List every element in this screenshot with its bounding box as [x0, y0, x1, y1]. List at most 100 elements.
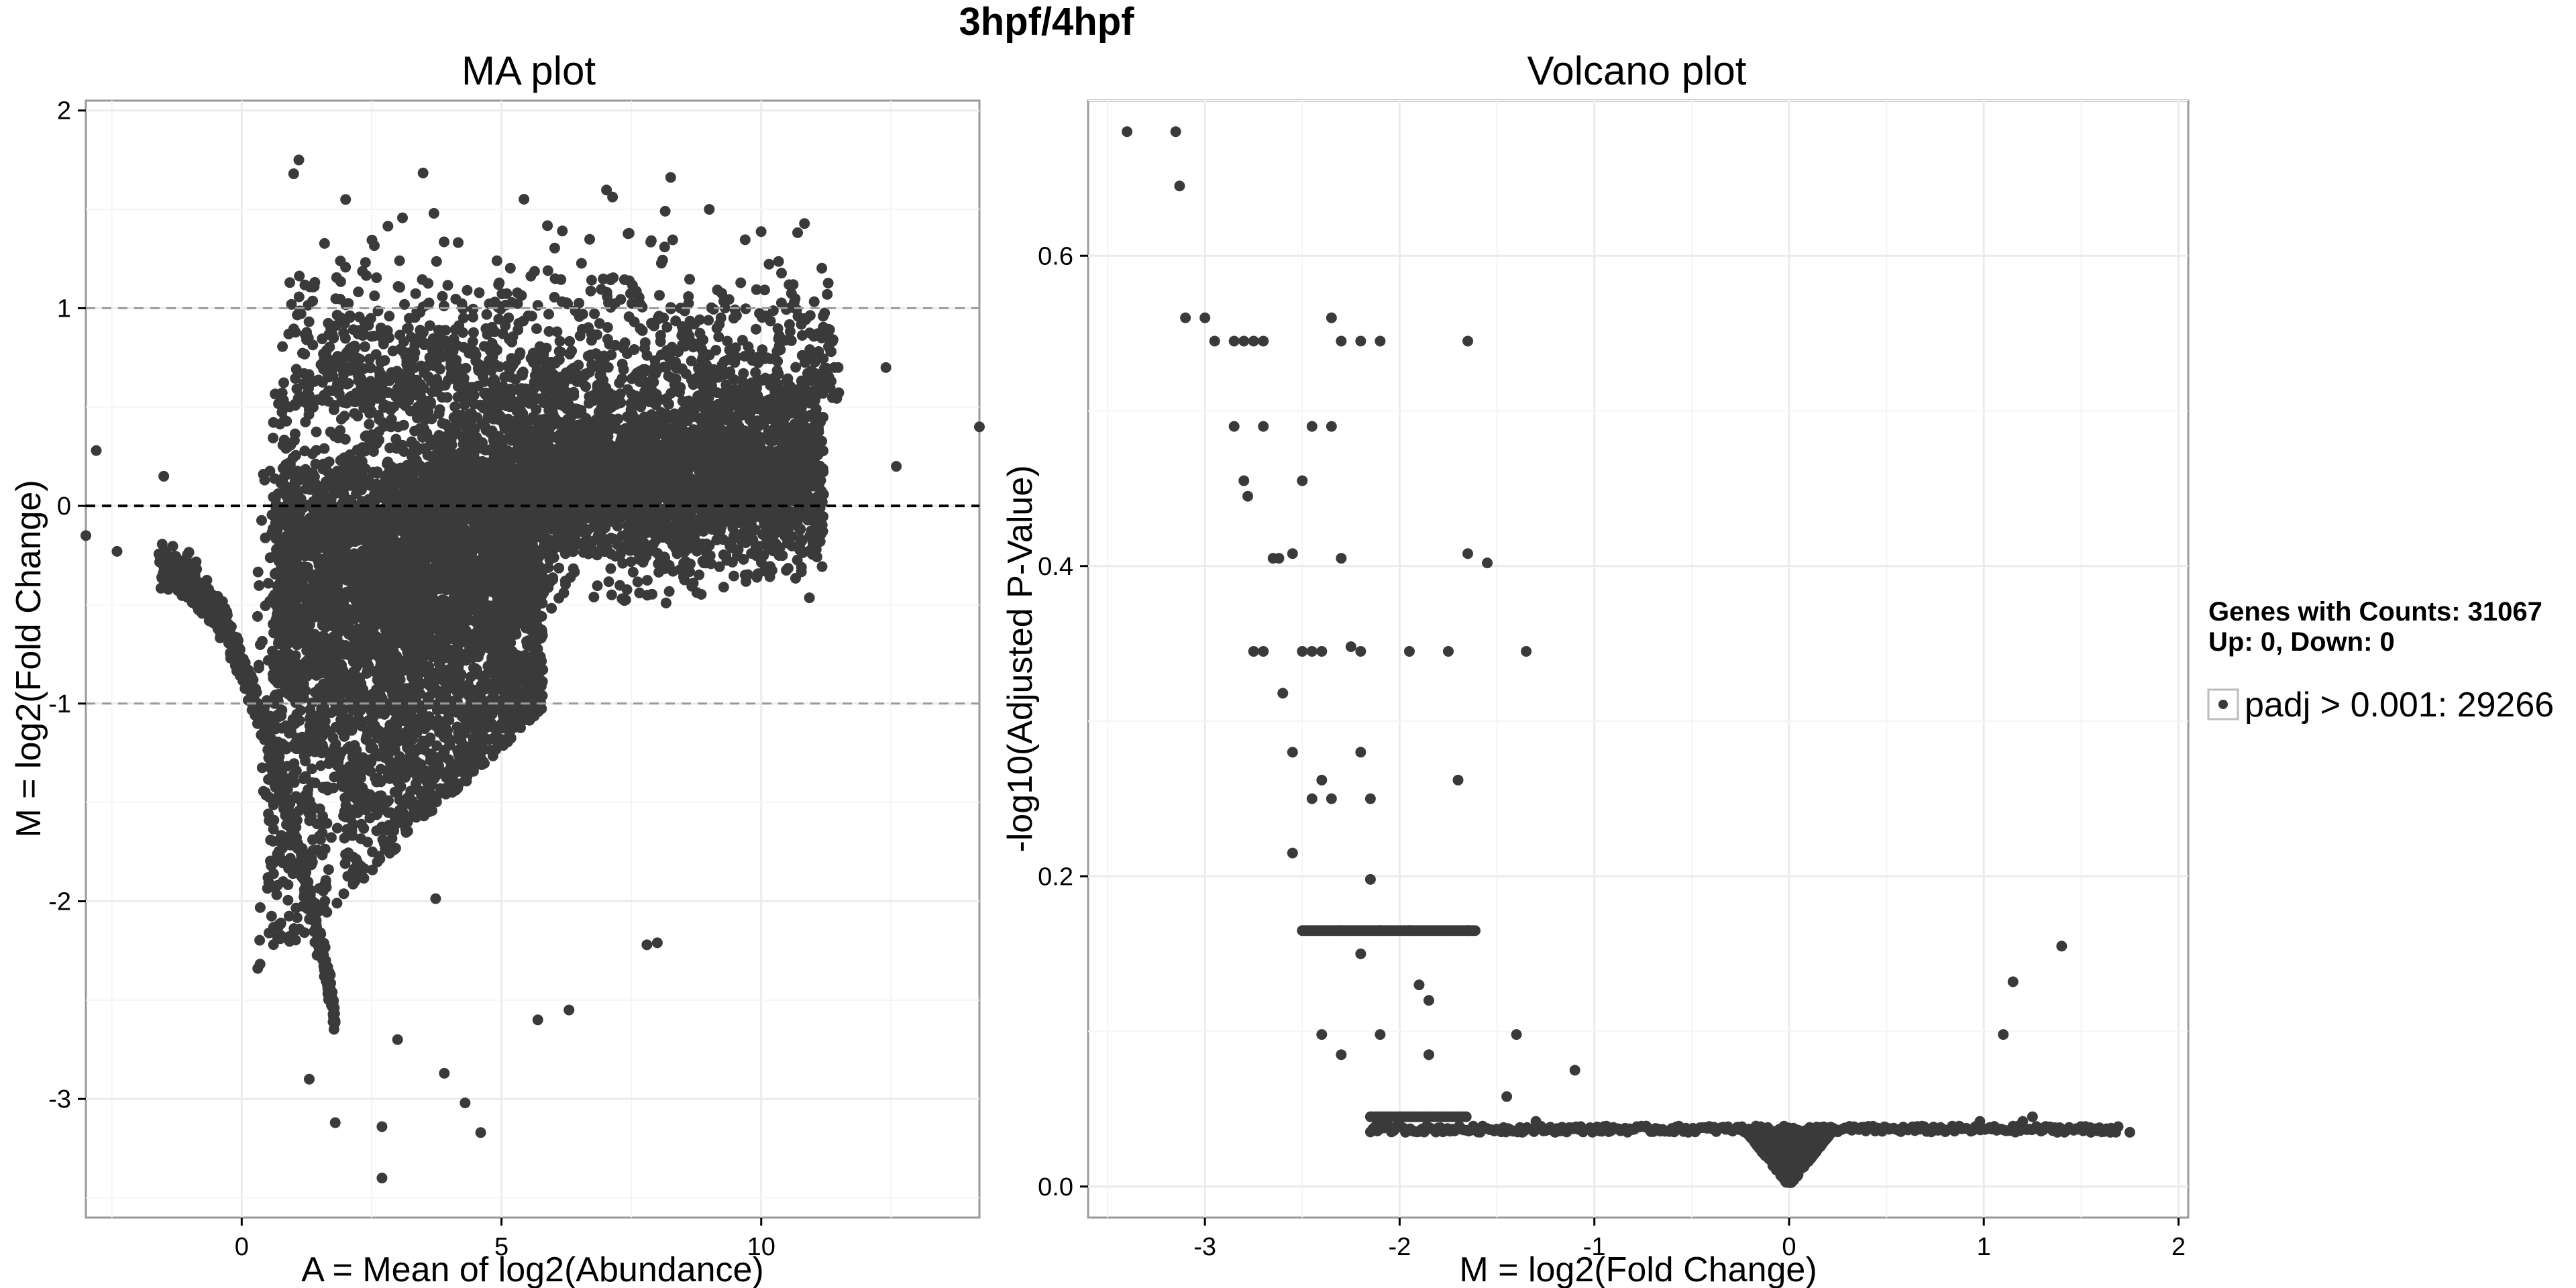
ma-point [598, 423, 610, 434]
ma-point [566, 410, 577, 421]
ma-plot-title: MA plot [462, 48, 596, 93]
ma-point [746, 548, 757, 559]
ma-point [777, 441, 788, 452]
ma-point [339, 433, 351, 445]
ma-point [558, 587, 570, 598]
ma-point [737, 531, 748, 542]
ma-point [616, 373, 628, 384]
ma-point [627, 566, 639, 578]
ma-point [557, 528, 569, 539]
ma-point [335, 455, 346, 466]
ma-point [289, 574, 301, 586]
ma-point [319, 443, 330, 454]
ma-point [587, 547, 598, 559]
ma-point [667, 435, 678, 446]
ma-point [806, 435, 817, 447]
ma-point [612, 423, 623, 435]
ma-point [786, 541, 798, 551]
ma-point [751, 448, 763, 459]
ma-point [663, 586, 675, 597]
ma-point [608, 453, 620, 465]
ma-point [430, 893, 441, 904]
ma-gridlines [86, 101, 979, 1218]
ma-point [667, 566, 679, 577]
ma-point [506, 435, 517, 446]
ma-point [576, 492, 587, 504]
ma-point [398, 419, 409, 431]
ma-point [286, 661, 298, 673]
ma-point [608, 487, 619, 498]
ma-point [535, 427, 546, 439]
ma-point [546, 602, 557, 614]
ma-point [680, 412, 691, 423]
ma-point [790, 362, 802, 373]
ma-point [804, 592, 815, 604]
ma-point [690, 535, 701, 547]
ma-point [674, 422, 686, 433]
ma-point [636, 551, 647, 563]
ma-point [810, 544, 822, 555]
ma-point [688, 436, 699, 447]
ma-point [676, 526, 688, 537]
ma-point [437, 418, 448, 429]
ma-point [469, 424, 480, 435]
ma-point [278, 377, 289, 388]
ma-point [280, 399, 290, 411]
ma-point [729, 570, 739, 582]
ma-point [718, 440, 730, 451]
ma-point [617, 474, 629, 484]
ma-point [603, 576, 614, 588]
ma-point [429, 451, 440, 462]
ma-point [284, 277, 295, 288]
ma-point [559, 576, 571, 587]
ma-point [655, 553, 666, 565]
ma-point [480, 444, 491, 455]
ma-point [605, 563, 616, 574]
ma-point [329, 771, 340, 783]
ma-point [724, 540, 736, 551]
ma-point [647, 545, 658, 556]
ma-point [755, 557, 767, 568]
ma-point [704, 550, 716, 561]
ma-point [790, 573, 801, 584]
ma-point [805, 410, 816, 421]
ma-point [592, 580, 603, 592]
ma-point [632, 576, 643, 588]
ma-point [311, 426, 322, 437]
ma-point [299, 445, 311, 457]
ma-point [325, 426, 336, 437]
ma-point [817, 464, 828, 475]
ma-point [582, 537, 594, 548]
ma-point [502, 445, 513, 456]
ma-point [705, 459, 716, 470]
ma-point [714, 561, 725, 572]
ma-point [797, 468, 808, 479]
ma-point [278, 415, 290, 426]
ma-point [268, 432, 279, 443]
ma-point [569, 467, 580, 478]
ma-point [433, 408, 445, 419]
ma-point [687, 525, 698, 536]
ma-point [549, 446, 560, 458]
ma-point [790, 511, 802, 522]
ma-point [373, 410, 384, 421]
ma-point [344, 449, 356, 460]
ma-point [718, 582, 729, 593]
ma-point [468, 327, 479, 338]
ma-point [679, 574, 690, 586]
ma-point [721, 555, 733, 566]
ma-point [732, 550, 743, 561]
ma-point [364, 419, 375, 430]
ma-point [789, 418, 800, 429]
ma-point [638, 421, 649, 432]
ma-point [352, 411, 364, 422]
ma-point [598, 437, 609, 449]
ma-point [711, 534, 722, 545]
ma-point [771, 426, 782, 437]
ma-point [684, 566, 695, 578]
ma-point [632, 521, 643, 533]
ma-point [657, 439, 669, 450]
ma-point [577, 506, 588, 517]
ma-point [676, 470, 687, 482]
